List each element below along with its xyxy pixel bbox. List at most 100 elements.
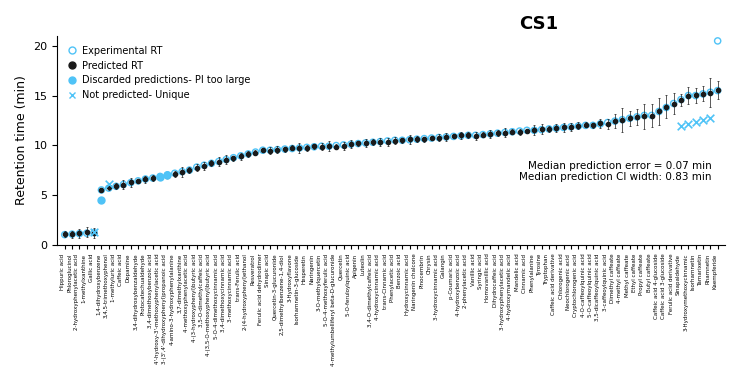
Experimental RT [558,125,570,131]
Experimental RT [551,125,562,131]
Experimental RT [272,147,283,153]
Experimental RT [221,157,232,163]
Experimental RT [682,93,694,99]
Experimental RT [389,137,401,143]
Experimental RT [81,230,92,236]
Experimental RT [506,129,518,135]
Experimental RT [528,127,540,133]
Experimental RT [301,144,313,150]
Experimental RT [602,120,613,126]
Experimental RT [646,112,658,118]
Experimental RT [161,172,173,178]
Experimental RT [176,169,188,175]
Experimental RT [499,130,511,136]
Experimental RT [667,101,679,107]
Experimental RT [279,146,291,152]
Experimental RT [477,131,489,138]
Experimental RT [455,133,467,139]
Discarded predictions- PI too large [161,172,173,178]
Experimental RT [462,132,474,138]
Not predicted- Unique [103,181,115,187]
Not predicted- Unique [88,229,100,235]
Experimental RT [403,137,415,143]
Experimental RT [397,137,408,143]
Experimental RT [594,121,606,127]
Experimental RT [257,147,269,153]
Discarded predictions- PI too large [154,173,166,179]
Experimental RT [491,130,503,136]
Experimental RT [521,127,533,133]
Not predicted- Unique [697,117,709,123]
Experimental RT [514,128,525,134]
Text: CS1: CS1 [519,15,558,33]
Experimental RT [73,231,85,237]
Experimental RT [330,142,342,149]
Experimental RT [639,112,650,118]
Experimental RT [536,126,548,133]
Experimental RT [228,155,240,161]
Experimental RT [345,141,357,147]
Experimental RT [198,162,210,168]
Experimental RT [264,147,276,153]
Experimental RT [411,136,423,142]
Experimental RT [367,139,379,145]
Experimental RT [58,232,70,238]
Experimental RT [235,153,246,159]
Experimental RT [418,136,430,142]
Legend: Experimental RT, Predicted RT, Discarded predictions- PI too large, Not predicte: Experimental RT, Predicted RT, Discarded… [62,41,255,105]
Experimental RT [697,91,709,97]
Experimental RT [125,179,137,186]
Experimental RT [184,167,195,173]
Experimental RT [631,114,643,120]
Not predicted- Unique [675,123,687,130]
Experimental RT [565,124,577,130]
Experimental RT [425,135,437,141]
Experimental RT [249,149,261,155]
Experimental RT [147,175,158,181]
Experimental RT [213,158,225,165]
Experimental RT [286,146,298,152]
Experimental RT [315,143,327,149]
Experimental RT [95,187,107,193]
Experimental RT [66,231,78,237]
Experimental RT [579,122,591,128]
Experimental RT [624,115,636,121]
Discarded predictions- PI too large [95,197,107,203]
Experimental RT [154,173,166,179]
Experimental RT [374,139,386,145]
Experimental RT [470,132,482,138]
Experimental RT [440,134,452,140]
Text: Median prediction error = 0.07 min
Median prediction CI width: 0.83 min: Median prediction error = 0.07 min Media… [519,161,712,182]
Not predicted- Unique [704,115,716,122]
Experimental RT [616,117,628,123]
Experimental RT [690,93,702,99]
Experimental RT [206,160,218,166]
Experimental RT [132,178,144,184]
Experimental RT [242,151,254,157]
Experimental RT [433,134,445,141]
Experimental RT [543,126,555,132]
Experimental RT [294,145,306,151]
Experimental RT [103,185,115,191]
Experimental RT [88,230,100,236]
Experimental RT [609,118,621,124]
Experimental RT [309,144,320,150]
Y-axis label: Retention time (min): Retention time (min) [15,75,28,205]
Experimental RT [140,176,152,182]
Experimental RT [660,104,672,110]
Experimental RT [704,89,716,95]
Experimental RT [572,123,584,129]
Point [712,38,724,44]
Experimental RT [118,181,130,187]
Not predicted- Unique [690,119,702,125]
Experimental RT [110,183,122,189]
Experimental RT [323,143,334,149]
Experimental RT [360,140,371,146]
Experimental RT [352,141,364,147]
Experimental RT [653,109,665,115]
Experimental RT [191,164,203,170]
Not predicted- Unique [682,121,694,127]
Experimental RT [382,138,394,144]
Experimental RT [448,133,460,139]
Experimental RT [169,170,181,176]
